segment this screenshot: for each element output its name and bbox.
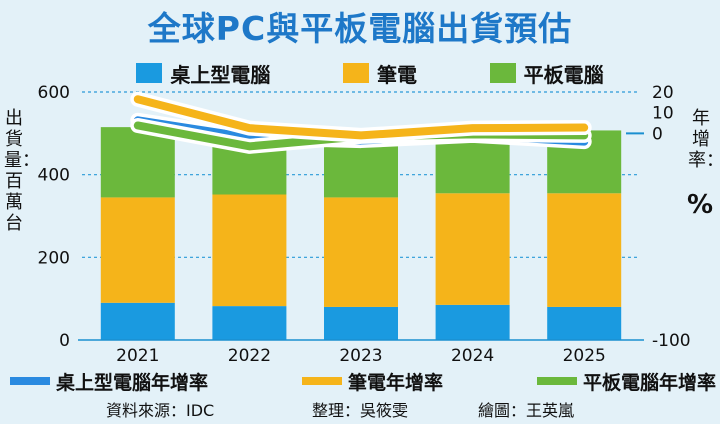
legend-item-desktop-growth: 桌上型電腦年增率: [10, 368, 208, 395]
bar-laptop: [100, 197, 175, 303]
y-tick-label-right: -100: [652, 331, 691, 351]
bar-laptop: [435, 193, 510, 305]
bar-laptop: [324, 197, 398, 307]
legend-label-tablet: 平板電腦: [523, 62, 604, 87]
x-tick-label: 2024: [451, 346, 494, 366]
legend-label-desktop: 桌上型電腦: [170, 62, 271, 87]
y-axis-unit-right: %: [686, 190, 714, 220]
bar-desktop: [547, 306, 622, 340]
footer-editor: 整理：吳筱雯: [312, 401, 409, 420]
legend-item-desktop: 桌上型電腦: [136, 59, 270, 88]
y-tick-label-right: 20: [652, 83, 674, 103]
legend-line-desktop-growth: [10, 377, 50, 385]
bar-desktop: [435, 304, 510, 340]
x-tick-label: 2023: [339, 346, 382, 366]
footer-source: 資料來源：IDC: [106, 401, 215, 420]
legend-swatch-desktop: [136, 63, 163, 83]
y-tick-label-left: 600: [38, 83, 70, 103]
y-tick-label-left: 0: [59, 331, 70, 351]
legend-label-laptop-growth: 筆電年增率: [347, 371, 443, 394]
bar-laptop: [547, 193, 622, 307]
legend-label-laptop: 筆電: [376, 62, 417, 87]
footer-artist: 繪圖：王英嵐: [478, 401, 575, 420]
x-tick-label: 2022: [228, 346, 271, 366]
y-tick-label-right: 0: [652, 124, 663, 144]
legend-item-laptop: 筆電: [342, 59, 417, 88]
y-tick-label-left: 200: [38, 248, 70, 268]
x-tick-label: 2025: [563, 346, 606, 366]
bar-legend: 桌上型電腦 筆電 平板電腦: [100, 58, 640, 88]
legend-line-laptop-growth: [301, 377, 342, 385]
bar-laptop: [212, 194, 287, 307]
y-tick-label-right: 10: [652, 104, 674, 124]
x-tick-label: 2021: [116, 346, 159, 366]
legend-item-tablet: 平板電腦: [489, 59, 604, 88]
bar-desktop: [324, 306, 398, 340]
legend-item-laptop-growth: 筆電年增率: [301, 368, 443, 395]
legend-swatch-laptop: [342, 63, 369, 83]
y-axis-label-right: 年增率：: [688, 108, 720, 171]
laptop-growth-line: [133, 95, 589, 140]
legend-swatch-tablet: [489, 63, 516, 83]
legend-label-tablet-growth: 平板電腦年增率: [582, 371, 716, 394]
legend-line-tablet-growth: [536, 377, 577, 385]
legend-item-tablet-growth: 平板電腦年增率: [536, 368, 716, 395]
bar-desktop: [100, 302, 175, 340]
line-legend: 桌上型電腦年增率 筆電年增率 平板電腦年增率: [10, 366, 716, 396]
bar-desktop: [212, 306, 287, 340]
chart-title: 全球PC與平板電腦出貨預估: [147, 9, 573, 48]
bar-tablet: [100, 127, 175, 198]
legend-label-desktop-growth: 桌上型電腦年增率: [56, 371, 209, 394]
y-tick-label-left: 400: [38, 166, 70, 186]
